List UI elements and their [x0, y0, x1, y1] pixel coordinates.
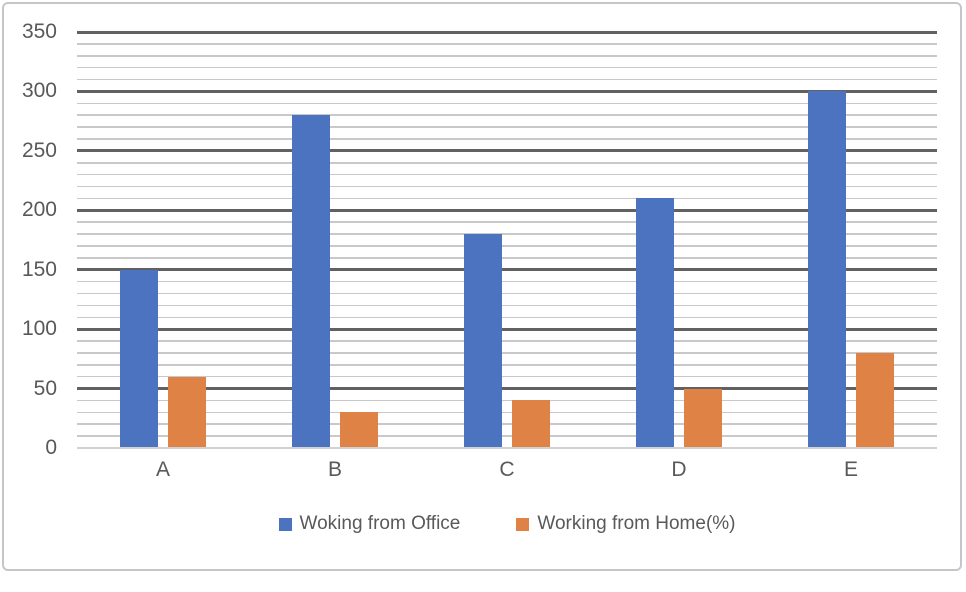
gridline-minor	[77, 399, 937, 402]
legend-label: Woking from Office	[299, 513, 461, 534]
plot-area	[77, 30, 937, 449]
gridline-minor	[77, 185, 937, 188]
gridline-minor	[77, 126, 937, 128]
bar-working-from-home-d	[684, 388, 722, 448]
gridline-minor	[77, 411, 937, 414]
gridline-minor	[77, 78, 937, 81]
gridline-minor	[77, 245, 937, 247]
gridline-minor	[77, 173, 937, 176]
y-axis-label: 50	[33, 376, 57, 400]
gridline-major	[77, 327, 937, 331]
bar-group-c	[421, 32, 593, 448]
gridline-minor	[77, 257, 937, 259]
gridline-minor	[77, 304, 937, 307]
gridline-minor	[77, 280, 937, 283]
bar-woking-from-office-a	[120, 269, 158, 448]
y-axis: 350 300 250 200 150 100 50 0	[0, 0, 57, 480]
bar-group-d	[593, 32, 765, 448]
y-axis-label: 300	[21, 79, 57, 103]
gridline-minor	[77, 352, 937, 354]
bar-woking-from-office-b	[292, 115, 330, 448]
gridlines	[77, 30, 937, 448]
legend-swatch-office	[278, 517, 292, 531]
bar-woking-from-office-c	[464, 234, 502, 448]
gridline-major	[77, 149, 937, 153]
y-axis-label: 200	[21, 198, 57, 222]
gridline-minor	[77, 197, 937, 200]
gridline-minor	[77, 316, 937, 319]
legend: Woking from Office Working from Home(%)	[77, 510, 937, 538]
gridline-minor	[77, 162, 937, 164]
gridline-minor	[77, 364, 937, 366]
legend-item: Working from Home(%)	[516, 513, 736, 535]
bar-woking-from-office-e	[808, 91, 846, 448]
gridline-minor	[77, 233, 937, 235]
legend-swatch-home	[516, 517, 530, 531]
bar-working-from-home-c	[512, 400, 550, 448]
y-axis-label: 0	[45, 436, 57, 459]
x-axis-label-c: C	[499, 458, 515, 481]
y-axis-label: 250	[21, 138, 57, 162]
gridline-major	[77, 208, 937, 212]
gridline-minor	[77, 340, 937, 342]
gridline-minor	[77, 292, 937, 295]
bar-group-e	[765, 32, 937, 448]
x-axis: A B C D E	[77, 458, 937, 482]
bars	[77, 32, 937, 448]
legend-item: Woking from Office	[278, 513, 461, 535]
y-axis-label: 350	[21, 20, 57, 43]
gridline-minor	[77, 102, 937, 105]
x-axis-label-a: A	[155, 458, 170, 481]
x-axis-label-b: B	[327, 458, 342, 481]
gridline-minor	[77, 423, 937, 425]
y-axis-label: 150	[21, 257, 57, 281]
gridline-minor	[77, 138, 937, 140]
gridline-minor	[77, 43, 937, 45]
x-axis-line	[77, 447, 937, 449]
bar-working-from-home-a	[168, 376, 206, 448]
gridline-minor	[77, 66, 937, 69]
gridline-minor	[77, 375, 937, 378]
gridline-minor	[77, 435, 937, 437]
bar-group-b	[249, 32, 421, 448]
bar-woking-from-office-d	[636, 198, 674, 448]
gridline-minor	[77, 55, 937, 57]
y-axis-label: 100	[21, 317, 57, 341]
bar-working-from-home-e	[856, 352, 894, 448]
gridline-major	[77, 387, 937, 391]
bar-group-a	[77, 32, 249, 448]
legend-label: Working from Home(%)	[537, 513, 736, 534]
gridline-major	[77, 268, 937, 272]
gridline-major	[77, 30, 937, 34]
gridline-minor	[77, 114, 937, 116]
bar-working-from-home-b	[340, 412, 378, 448]
gridline-minor	[77, 221, 937, 223]
x-axis-label-d: D	[671, 458, 687, 481]
gridline-major	[77, 89, 937, 93]
x-axis-label-e: E	[843, 458, 858, 481]
